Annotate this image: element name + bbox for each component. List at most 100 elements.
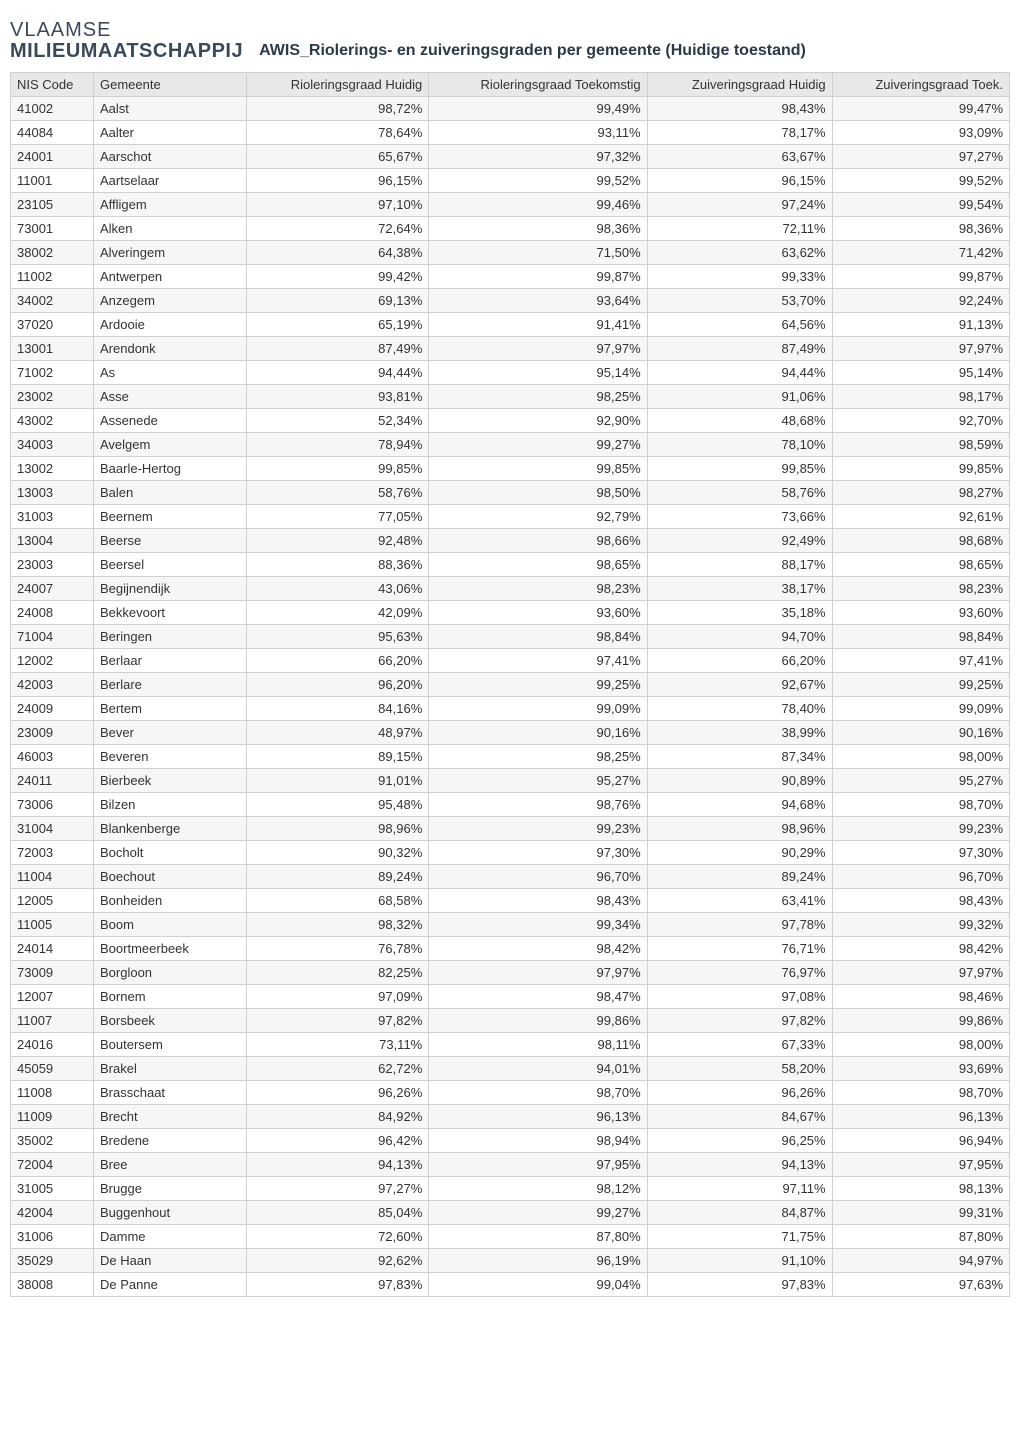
cell-zuiveringsgraad-toek: 98,17%: [832, 385, 1009, 409]
col-nis-code: NIS Code: [11, 73, 94, 97]
cell-zuiveringsgraad-huidig: 96,15%: [647, 169, 832, 193]
cell-zuiveringsgraad-toek: 71,42%: [832, 241, 1009, 265]
cell-gemeente: Beerse: [94, 529, 247, 553]
org-logo-line2: MILIEUMAATSCHAPPIJ: [10, 41, 243, 62]
cell-nis-code: 23003: [11, 553, 94, 577]
cell-zuiveringsgraad-toek: 94,97%: [832, 1249, 1009, 1273]
cell-rioleringsgraad-huidig: 72,60%: [247, 1225, 429, 1249]
table-row: 35029De Haan92,62%96,19%91,10%94,97%: [11, 1249, 1010, 1273]
cell-rioleringsgraad-toek: 97,97%: [429, 337, 647, 361]
cell-zuiveringsgraad-huidig: 92,67%: [647, 673, 832, 697]
cell-zuiveringsgraad-huidig: 96,26%: [647, 1081, 832, 1105]
cell-nis-code: 13003: [11, 481, 94, 505]
cell-zuiveringsgraad-toek: 98,27%: [832, 481, 1009, 505]
cell-nis-code: 31005: [11, 1177, 94, 1201]
cell-zuiveringsgraad-huidig: 58,20%: [647, 1057, 832, 1081]
table-row: 24014Boortmeerbeek76,78%98,42%76,71%98,4…: [11, 937, 1010, 961]
cell-rioleringsgraad-huidig: 91,01%: [247, 769, 429, 793]
cell-rioleringsgraad-huidig: 95,63%: [247, 625, 429, 649]
cell-rioleringsgraad-huidig: 99,42%: [247, 265, 429, 289]
cell-rioleringsgraad-toek: 98,65%: [429, 553, 647, 577]
cell-nis-code: 12002: [11, 649, 94, 673]
table-row: 37020Ardooie65,19%91,41%64,56%91,13%: [11, 313, 1010, 337]
report-header: VLAAMSE MILIEUMAATSCHAPPIJ AWIS_Riolerin…: [10, 20, 1010, 62]
cell-nis-code: 13001: [11, 337, 94, 361]
table-row: 23009Bever48,97%90,16%38,99%90,16%: [11, 721, 1010, 745]
cell-rioleringsgraad-toek: 91,41%: [429, 313, 647, 337]
cell-nis-code: 24014: [11, 937, 94, 961]
cell-zuiveringsgraad-huidig: 99,33%: [647, 265, 832, 289]
table-row: 13001Arendonk87,49%97,97%87,49%97,97%: [11, 337, 1010, 361]
cell-zuiveringsgraad-huidig: 97,83%: [647, 1273, 832, 1297]
cell-nis-code: 44084: [11, 121, 94, 145]
cell-rioleringsgraad-huidig: 66,20%: [247, 649, 429, 673]
cell-zuiveringsgraad-huidig: 97,08%: [647, 985, 832, 1009]
cell-nis-code: 31004: [11, 817, 94, 841]
cell-gemeente: Brugge: [94, 1177, 247, 1201]
table-row: 11001Aartselaar96,15%99,52%96,15%99,52%: [11, 169, 1010, 193]
cell-zuiveringsgraad-toek: 98,00%: [832, 745, 1009, 769]
cell-rioleringsgraad-toek: 98,66%: [429, 529, 647, 553]
table-row: 12007Bornem97,09%98,47%97,08%98,46%: [11, 985, 1010, 1009]
table-row: 72004Bree94,13%97,95%94,13%97,95%: [11, 1153, 1010, 1177]
cell-zuiveringsgraad-huidig: 72,11%: [647, 217, 832, 241]
col-zuiveringsgraad-toek: Zuiveringsgraad Toek.: [832, 73, 1009, 97]
cell-rioleringsgraad-toek: 97,97%: [429, 961, 647, 985]
table-row: 45059Brakel62,72%94,01%58,20%93,69%: [11, 1057, 1010, 1081]
cell-gemeente: Beveren: [94, 745, 247, 769]
cell-zuiveringsgraad-toek: 97,97%: [832, 961, 1009, 985]
cell-gemeente: Affligem: [94, 193, 247, 217]
cell-zuiveringsgraad-toek: 99,86%: [832, 1009, 1009, 1033]
cell-zuiveringsgraad-huidig: 92,49%: [647, 529, 832, 553]
cell-rioleringsgraad-toek: 99,86%: [429, 1009, 647, 1033]
cell-nis-code: 41002: [11, 97, 94, 121]
cell-rioleringsgraad-huidig: 72,64%: [247, 217, 429, 241]
cell-zuiveringsgraad-toek: 98,59%: [832, 433, 1009, 457]
cell-zuiveringsgraad-huidig: 78,40%: [647, 697, 832, 721]
cell-gemeente: Buggenhout: [94, 1201, 247, 1225]
cell-zuiveringsgraad-huidig: 91,06%: [647, 385, 832, 409]
cell-rioleringsgraad-toek: 97,32%: [429, 145, 647, 169]
cell-zuiveringsgraad-toek: 98,46%: [832, 985, 1009, 1009]
cell-nis-code: 37020: [11, 313, 94, 337]
cell-nis-code: 38002: [11, 241, 94, 265]
cell-rioleringsgraad-toek: 94,01%: [429, 1057, 647, 1081]
cell-zuiveringsgraad-huidig: 97,11%: [647, 1177, 832, 1201]
cell-rioleringsgraad-toek: 71,50%: [429, 241, 647, 265]
table-row: 34002Anzegem69,13%93,64%53,70%92,24%: [11, 289, 1010, 313]
cell-rioleringsgraad-huidig: 43,06%: [247, 577, 429, 601]
cell-rioleringsgraad-huidig: 82,25%: [247, 961, 429, 985]
cell-zuiveringsgraad-huidig: 76,97%: [647, 961, 832, 985]
cell-zuiveringsgraad-huidig: 58,76%: [647, 481, 832, 505]
cell-rioleringsgraad-toek: 98,47%: [429, 985, 647, 1009]
cell-gemeente: Baarle-Hertog: [94, 457, 247, 481]
cell-zuiveringsgraad-toek: 92,61%: [832, 505, 1009, 529]
cell-nis-code: 24001: [11, 145, 94, 169]
cell-gemeente: De Panne: [94, 1273, 247, 1297]
table-row: 34003Avelgem78,94%99,27%78,10%98,59%: [11, 433, 1010, 457]
cell-gemeente: Boutersem: [94, 1033, 247, 1057]
cell-zuiveringsgraad-toek: 99,47%: [832, 97, 1009, 121]
table-row: 31005Brugge97,27%98,12%97,11%98,13%: [11, 1177, 1010, 1201]
cell-rioleringsgraad-huidig: 65,67%: [247, 145, 429, 169]
table-row: 35002Bredene96,42%98,94%96,25%96,94%: [11, 1129, 1010, 1153]
cell-gemeente: Bilzen: [94, 793, 247, 817]
table-row: 38002Alveringem64,38%71,50%63,62%71,42%: [11, 241, 1010, 265]
cell-zuiveringsgraad-huidig: 87,49%: [647, 337, 832, 361]
cell-gemeente: Aarschot: [94, 145, 247, 169]
cell-zuiveringsgraad-huidig: 94,13%: [647, 1153, 832, 1177]
cell-rioleringsgraad-toek: 95,27%: [429, 769, 647, 793]
cell-nis-code: 43002: [11, 409, 94, 433]
cell-rioleringsgraad-huidig: 85,04%: [247, 1201, 429, 1225]
cell-zuiveringsgraad-toek: 98,23%: [832, 577, 1009, 601]
cell-zuiveringsgraad-toek: 98,65%: [832, 553, 1009, 577]
cell-zuiveringsgraad-toek: 99,87%: [832, 265, 1009, 289]
cell-rioleringsgraad-huidig: 94,44%: [247, 361, 429, 385]
cell-gemeente: Berlaar: [94, 649, 247, 673]
table-row: 23003Beersel88,36%98,65%88,17%98,65%: [11, 553, 1010, 577]
cell-gemeente: Aalst: [94, 97, 247, 121]
cell-nis-code: 11005: [11, 913, 94, 937]
cell-gemeente: Bornem: [94, 985, 247, 1009]
cell-gemeente: As: [94, 361, 247, 385]
table-row: 46003Beveren89,15%98,25%87,34%98,00%: [11, 745, 1010, 769]
